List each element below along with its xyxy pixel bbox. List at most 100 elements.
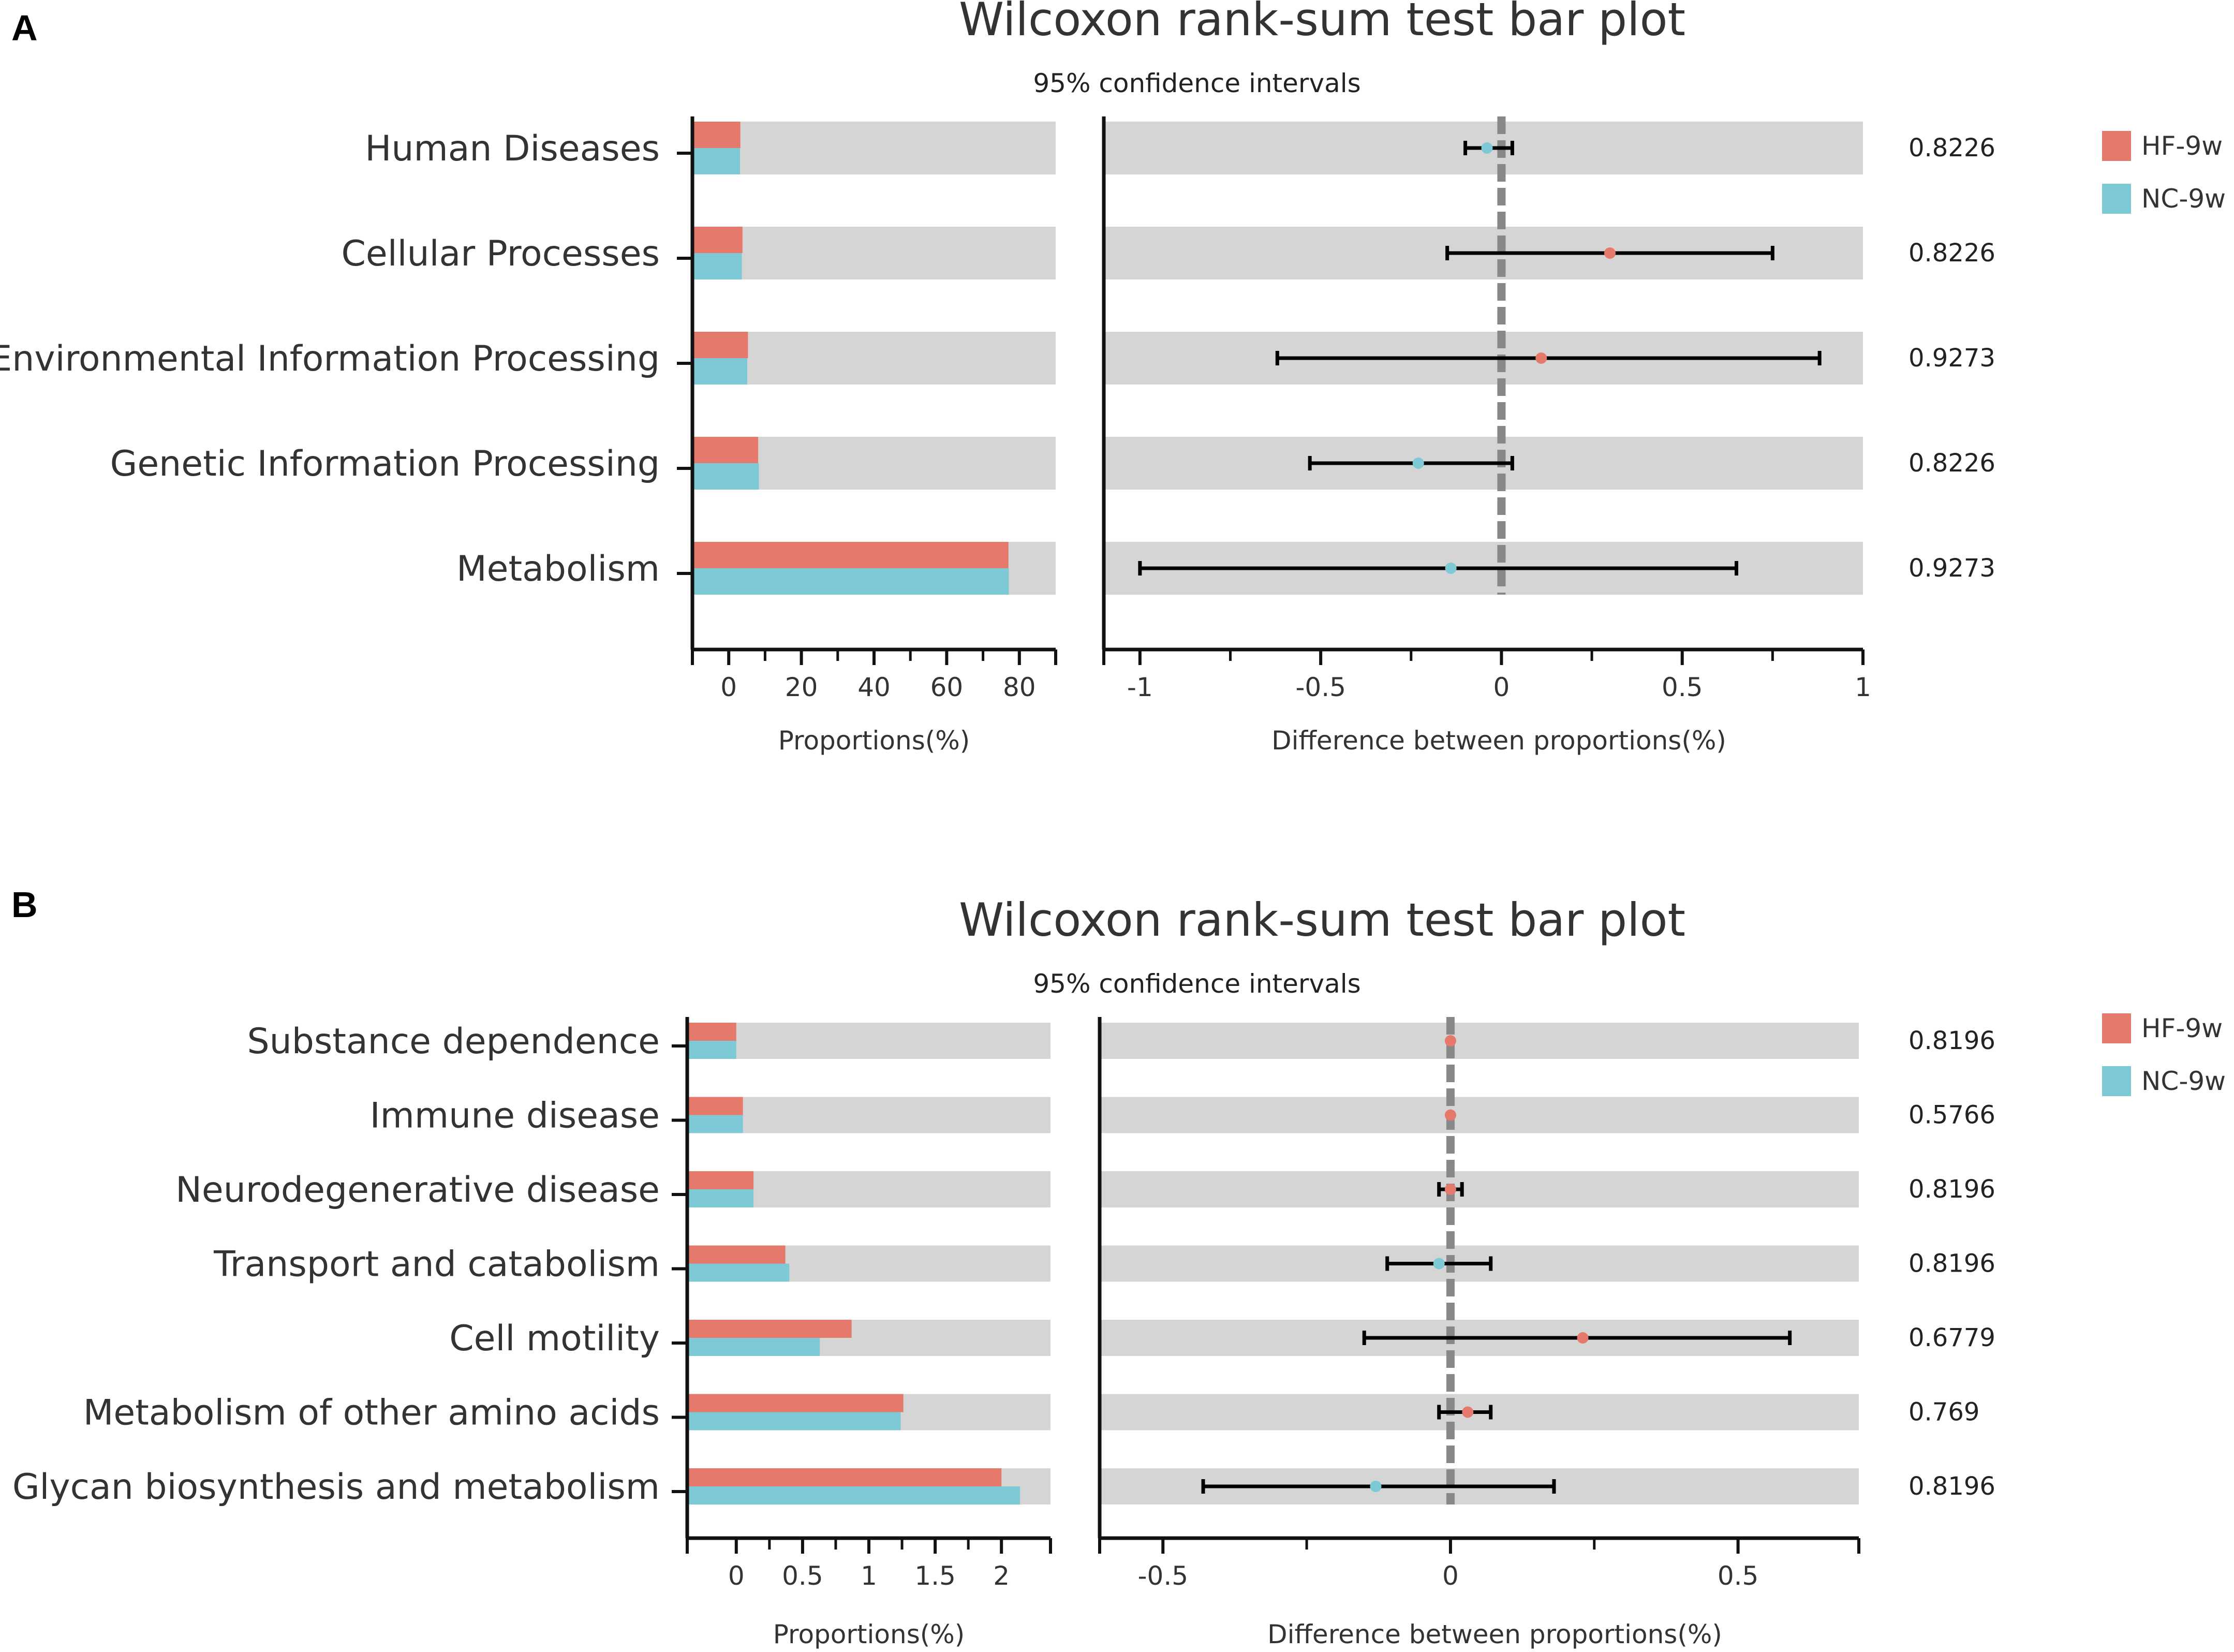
x-tick-label: -1 bbox=[1127, 672, 1153, 702]
nc-bar bbox=[687, 1486, 1020, 1505]
hf-bar bbox=[687, 1023, 736, 1041]
x-tick-label: 80 bbox=[1003, 672, 1036, 702]
p-value: 0.9273 bbox=[1908, 554, 1995, 583]
chart-title: Wilcoxon rank-sum test bar plot bbox=[959, 0, 1685, 46]
hf-bar bbox=[687, 1097, 743, 1115]
category-label: Metabolism bbox=[456, 549, 660, 589]
category-label: Transport and catabolism bbox=[213, 1244, 660, 1285]
proportion-band bbox=[692, 122, 1056, 174]
legend-swatch bbox=[2102, 1066, 2131, 1096]
hf-bar bbox=[687, 1245, 786, 1264]
hf-bar bbox=[687, 1394, 904, 1412]
nc-bar bbox=[692, 253, 742, 279]
hf-bar bbox=[692, 437, 759, 463]
difference-estimate-point bbox=[1444, 1109, 1456, 1121]
left-x-axis-title: Proportions(%) bbox=[778, 726, 970, 756]
p-value: 0.6779 bbox=[1908, 1323, 1995, 1352]
nc-bar bbox=[687, 1412, 901, 1430]
category-label: Genetic Information Processing bbox=[110, 444, 660, 484]
left-x-axis-title: Proportions(%) bbox=[773, 1619, 965, 1649]
x-tick-label: 20 bbox=[785, 672, 818, 702]
nc-bar bbox=[687, 1041, 736, 1059]
x-tick-label: 1.5 bbox=[914, 1561, 956, 1591]
x-tick-label: 1 bbox=[1855, 672, 1871, 702]
category-label: Cellular Processes bbox=[341, 233, 660, 274]
category-label: Environmental Information Processing bbox=[0, 338, 660, 379]
right-x-axis-title: Difference between proportions(%) bbox=[1271, 726, 1726, 756]
category-label: Cell motility bbox=[449, 1318, 660, 1359]
difference-estimate-point bbox=[1445, 563, 1457, 574]
p-value: 0.8226 bbox=[1908, 449, 1995, 478]
panel-letter: B bbox=[11, 884, 38, 925]
nc-bar bbox=[692, 358, 748, 385]
x-tick-label: 0.5 bbox=[1718, 1561, 1759, 1591]
difference-estimate-point bbox=[1604, 247, 1616, 259]
hf-bar bbox=[692, 122, 741, 148]
difference-band bbox=[1100, 1171, 1859, 1207]
x-tick-label: 0 bbox=[728, 1561, 745, 1591]
legend-label: HF-9w bbox=[2141, 1013, 2223, 1043]
difference-estimate-point bbox=[1433, 1258, 1445, 1270]
p-value: 0.5766 bbox=[1908, 1101, 1995, 1130]
chart-title: Wilcoxon rank-sum test bar plot bbox=[959, 893, 1685, 947]
nc-bar bbox=[687, 1263, 790, 1282]
panel-letter: A bbox=[11, 8, 38, 48]
legend-swatch bbox=[2102, 131, 2131, 161]
nc-bar bbox=[687, 1338, 820, 1356]
category-label: Neurodegenerative disease bbox=[175, 1170, 660, 1211]
panel-b: B Wilcoxon rank-sum test bar plot 95% conf… bbox=[11, 884, 2226, 1649]
p-value: 0.9273 bbox=[1908, 344, 1995, 373]
difference-estimate-point bbox=[1444, 1184, 1456, 1195]
proportion-band bbox=[692, 332, 1056, 385]
hf-bar bbox=[692, 542, 1009, 568]
hf-bar bbox=[687, 1468, 1002, 1486]
p-value: 0.8196 bbox=[1908, 1249, 1995, 1278]
p-value: 0.8226 bbox=[1908, 134, 1995, 163]
legend-label: HF-9w bbox=[2141, 131, 2223, 161]
hf-bar bbox=[687, 1171, 754, 1189]
difference-estimate-point bbox=[1462, 1406, 1474, 1418]
x-tick-label: 0.5 bbox=[1662, 672, 1703, 702]
legend-label: NC-9w bbox=[2141, 1066, 2226, 1096]
difference-estimate-point bbox=[1444, 1035, 1456, 1046]
proportion-band bbox=[687, 1023, 1051, 1059]
p-value: 0.8196 bbox=[1908, 1472, 1995, 1501]
chart-subtitle: 95% confidence intervals bbox=[1033, 68, 1360, 98]
nc-bar bbox=[687, 1189, 754, 1207]
category-label: Metabolism of other amino acids bbox=[83, 1393, 660, 1434]
proportion-band bbox=[692, 227, 1056, 279]
legend-swatch bbox=[2102, 1013, 2131, 1043]
category-label: Glycan biosynthesis and metabolism bbox=[12, 1467, 660, 1508]
difference-band bbox=[1100, 1097, 1859, 1133]
nc-bar bbox=[692, 463, 759, 490]
x-tick-label: -0.5 bbox=[1137, 1561, 1188, 1591]
x-tick-label: 0.5 bbox=[782, 1561, 823, 1591]
p-value: 0.769 bbox=[1908, 1398, 1979, 1427]
x-tick-label: 0 bbox=[1493, 672, 1510, 702]
difference-band bbox=[1100, 1023, 1859, 1059]
difference-estimate-point bbox=[1577, 1332, 1589, 1344]
nc-bar bbox=[692, 148, 740, 174]
p-value: 0.8196 bbox=[1908, 1026, 1995, 1055]
panel-a: A Wilcoxon rank-sum test bar plot 95% conf… bbox=[0, 0, 2226, 756]
nc-bar bbox=[687, 1115, 743, 1133]
difference-estimate-point bbox=[1535, 352, 1547, 364]
p-value: 0.8196 bbox=[1908, 1175, 1995, 1204]
category-label: Substance dependence bbox=[247, 1021, 660, 1062]
proportion-band bbox=[687, 1097, 1051, 1133]
nc-bar bbox=[692, 568, 1009, 595]
difference-estimate-point bbox=[1481, 142, 1493, 154]
x-tick-label: 0 bbox=[720, 672, 737, 702]
hf-bar bbox=[687, 1320, 852, 1338]
x-tick-label: 0 bbox=[1442, 1561, 1459, 1591]
hf-bar bbox=[692, 227, 743, 253]
x-tick-label: 60 bbox=[930, 672, 964, 702]
difference-estimate-point bbox=[1370, 1481, 1382, 1492]
legend-label: NC-9w bbox=[2141, 184, 2226, 214]
x-tick-label: 2 bbox=[993, 1561, 1010, 1591]
difference-estimate-point bbox=[1412, 458, 1424, 469]
p-value: 0.8226 bbox=[1908, 239, 1995, 268]
x-tick-label: 1 bbox=[861, 1561, 877, 1591]
category-label: Immune disease bbox=[370, 1096, 660, 1137]
